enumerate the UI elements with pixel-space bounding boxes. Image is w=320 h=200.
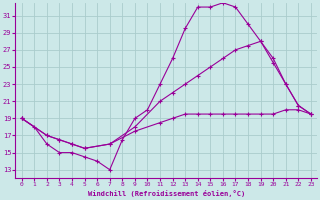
X-axis label: Windchill (Refroidissement éolien,°C): Windchill (Refroidissement éolien,°C) (88, 190, 245, 197)
